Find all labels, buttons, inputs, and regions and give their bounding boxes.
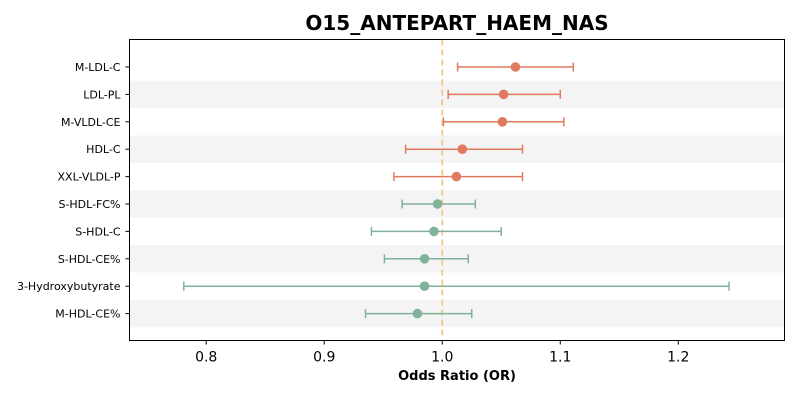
estimate-point [412,308,423,319]
y-tick-label: LDL-PL [83,88,121,101]
y-tick-label: M-LDL-C [75,61,121,74]
y-tick-label: HDL-C [86,143,121,156]
y-tick-label: S-HDL-CE% [58,253,121,266]
estimate-point [419,281,430,292]
x-axis: 0.8 0.9 1.0 1.1 1.2 [195,340,689,366]
x-axis-title: Odds Ratio (OR) [398,369,516,384]
y-tick-label: 3-Hydroxybutyrate [17,280,121,293]
estimate-point [451,171,462,182]
estimate-point [498,89,509,100]
estimate-marks [183,62,730,319]
plot-frame [129,39,785,341]
y-tick-label: XXL-VLDL-P [58,171,121,184]
y-tick-label: M-HDL-CE% [55,308,120,321]
x-tick-label: 1.0 [431,350,453,366]
chart-title: O15_ANTEPART_HAEM_NAS [305,11,608,35]
estimate-point [429,226,439,237]
estimate-point [432,199,443,209]
y-axis-labels: M-LDL-C LDL-PL M-VLDL-CE HDL-C XXL-VLDL-P S-H… [17,61,130,321]
y-tick-label: S-HDL-C [75,225,121,238]
estimate-point [457,144,468,154]
x-tick-label: 0.9 [313,350,335,366]
estimate-point [419,253,430,264]
estimate-point [497,117,508,127]
x-tick-label: 1.2 [667,350,689,366]
x-tick-label: 1.1 [549,350,571,366]
y-tick-label: S-HDL-FC% [58,198,120,211]
y-tick-label: M-VLDL-CE [61,116,121,129]
estimate-point [510,62,521,72]
x-tick-label: 0.8 [195,350,217,366]
